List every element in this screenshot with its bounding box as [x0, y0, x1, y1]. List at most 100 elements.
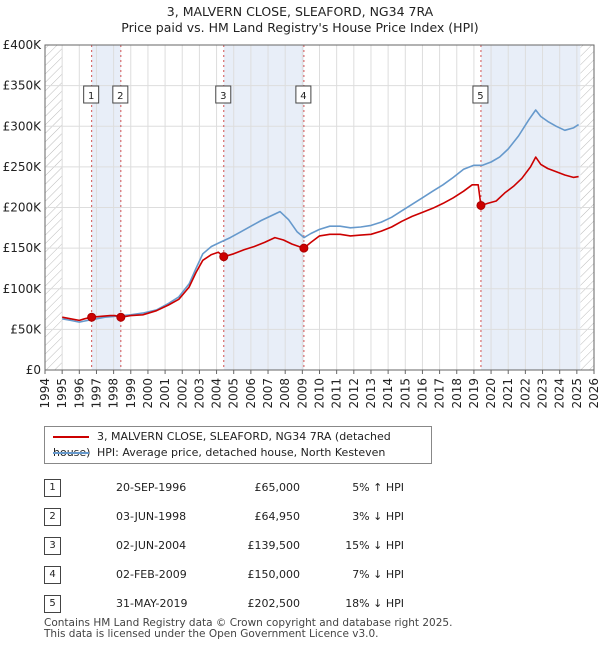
sale-point-4 — [299, 243, 309, 253]
y-tick-label: £400K — [3, 38, 43, 52]
x-tick-label: 2018 — [450, 378, 464, 409]
x-tick-label: 2007 — [261, 378, 275, 409]
marker-box-2 — [112, 85, 129, 104]
x-tick-label: 2011 — [330, 378, 344, 409]
marker-box-label-4: 4 — [300, 91, 306, 102]
transaction-hpi: 15% ↓ HPI — [345, 539, 404, 552]
transaction-number-cell: 1 — [44, 473, 86, 502]
transaction-row: 1 20-SEP-1996 £65,000 5% ↑ HPI — [44, 473, 404, 502]
y-tick-label: £0 — [26, 363, 41, 377]
x-tick-label: 2021 — [501, 378, 515, 409]
chart-title: 3, MALVERN CLOSE, SLEAFORD, NG34 7RA Pri… — [0, 4, 600, 36]
transaction-number-cell: 4 — [44, 560, 86, 589]
transaction-row: 2 03-JUN-1998 £64,950 3% ↓ HPI — [44, 502, 404, 531]
transaction-price: £202,500 — [247, 597, 301, 610]
title-line-2: Price paid vs. HM Land Registry's House … — [121, 20, 479, 35]
marker-box-5 — [472, 85, 489, 104]
x-tick-label: 2019 — [467, 378, 481, 409]
sale-point-3 — [219, 252, 229, 262]
legend-item-hpi: HPI: Average price, detached house, Nort… — [53, 445, 385, 461]
legend-swatch-hpi — [53, 452, 89, 454]
footer-line-1: Contains HM Land Registry data © Crown c… — [44, 617, 453, 629]
sale-point-5 — [476, 200, 486, 210]
x-tick-label: 2020 — [484, 378, 498, 409]
marker-box-label-2: 2 — [117, 91, 123, 102]
x-tick-label: 2022 — [518, 378, 532, 409]
y-tick-label: £300K — [3, 119, 43, 133]
x-tick-label: 2001 — [158, 378, 172, 409]
transaction-number: 1 — [44, 478, 61, 497]
transaction-row: 3 02-JUN-2004 £139,500 15% ↓ HPI — [44, 531, 404, 560]
transaction-row: 5 31-MAY-2019 £202,500 18% ↓ HPI — [44, 589, 404, 618]
transaction-row: 4 02-FEB-2009 £150,000 7% ↓ HPI — [44, 560, 404, 589]
marker-box-label-5: 5 — [477, 91, 483, 102]
x-tick-label: 2015 — [398, 378, 412, 409]
x-tick-label: 2024 — [553, 378, 567, 409]
legend-item-price: 3, MALVERN CLOSE, SLEAFORD, NG34 7RA (de… — [53, 429, 431, 459]
legend-swatch-price — [53, 436, 89, 438]
transaction-hpi: 5% ↑ HPI — [352, 481, 404, 494]
y-tick-label: £200K — [3, 201, 43, 215]
x-tick-label: 2009 — [295, 378, 309, 409]
transaction-number-cell: 2 — [44, 502, 86, 531]
transaction-hpi: 3% ↓ HPI — [352, 510, 404, 523]
x-tick-label: 2010 — [313, 378, 327, 409]
marker-box-1 — [83, 85, 100, 104]
x-tick-label: 2008 — [278, 378, 292, 409]
transaction-number: 3 — [44, 536, 61, 555]
transaction-price: £64,950 — [254, 510, 301, 523]
title-line-1: 3, MALVERN CLOSE, SLEAFORD, NG34 7RA — [166, 4, 434, 19]
transaction-date: 02-JUN-2004 — [116, 539, 187, 552]
footer: Contains HM Land Registry data © Crown c… — [44, 618, 452, 640]
transaction-hpi: 18% ↓ HPI — [345, 597, 404, 610]
transaction-hpi: 7% ↓ HPI — [352, 568, 404, 581]
y-tick-label: £100K — [3, 282, 43, 296]
transaction-price: £139,500 — [247, 539, 301, 552]
x-tick-label: 2000 — [141, 378, 155, 409]
x-tick-label: 2017 — [433, 378, 447, 409]
transaction-date: 31-MAY-2019 — [116, 597, 188, 610]
y-tick-label: £250K — [3, 160, 43, 174]
x-tick-label: 2012 — [347, 378, 361, 409]
x-tick-label: 2005 — [227, 378, 241, 409]
marker-box-label-3: 3 — [220, 91, 226, 102]
y-tick-label: £50K — [10, 322, 42, 336]
x-tick-label: 2013 — [364, 378, 378, 409]
x-tick-label: 1995 — [55, 378, 69, 409]
transactions-table: 1 20-SEP-1996 £65,000 5% ↑ HPI 2 03-JUN-1998 £… — [44, 473, 404, 618]
x-tick-label: 1994 — [38, 378, 52, 409]
marker-box-label-1: 1 — [88, 91, 94, 102]
legend: 3, MALVERN CLOSE, SLEAFORD, NG34 7RA (de… — [44, 426, 432, 464]
hpi-line — [62, 109, 580, 323]
marker-box-3 — [215, 85, 232, 104]
x-tick-label: 2014 — [381, 378, 395, 409]
transaction-date: 02-FEB-2009 — [116, 568, 187, 581]
transaction-number-cell: 5 — [44, 589, 86, 618]
legend-label-hpi: HPI: Average price, detached house, Nort… — [97, 446, 386, 459]
transaction-number: 4 — [44, 565, 61, 584]
price-chart: £0 £50K £100K £150K £200K £250K £300K £350K £400… — [3, 38, 600, 409]
x-tick-label: 2003 — [192, 378, 206, 409]
sale-point-2 — [116, 312, 126, 322]
x-tick-label: 2004 — [210, 378, 224, 409]
transaction-price: £65,000 — [254, 481, 301, 494]
y-tick-label: £150K — [3, 241, 43, 255]
transaction-date: 20-SEP-1996 — [116, 481, 187, 494]
transaction-number: 5 — [44, 594, 61, 613]
x-tick-label: 2023 — [536, 378, 550, 409]
x-tick-label: 2016 — [415, 378, 429, 409]
marker-box-4 — [295, 85, 312, 104]
transaction-number: 2 — [44, 507, 61, 526]
footer-line-2: This data is licensed under the Open Gov… — [44, 628, 379, 640]
transaction-price: £150,000 — [247, 568, 301, 581]
x-tick-label: 2025 — [570, 378, 584, 409]
transaction-number-cell: 3 — [44, 531, 86, 560]
x-tick-label: 2002 — [175, 378, 189, 409]
transaction-date: 03-JUN-1998 — [116, 510, 187, 523]
x-tick-label: 1996 — [72, 378, 86, 409]
x-tick-label: 2006 — [244, 378, 258, 409]
x-tick-label: 1998 — [107, 378, 121, 409]
y-tick-label: £350K — [3, 79, 43, 93]
x-tick-label: 1997 — [89, 378, 103, 409]
x-tick-label: 2026 — [587, 378, 600, 409]
